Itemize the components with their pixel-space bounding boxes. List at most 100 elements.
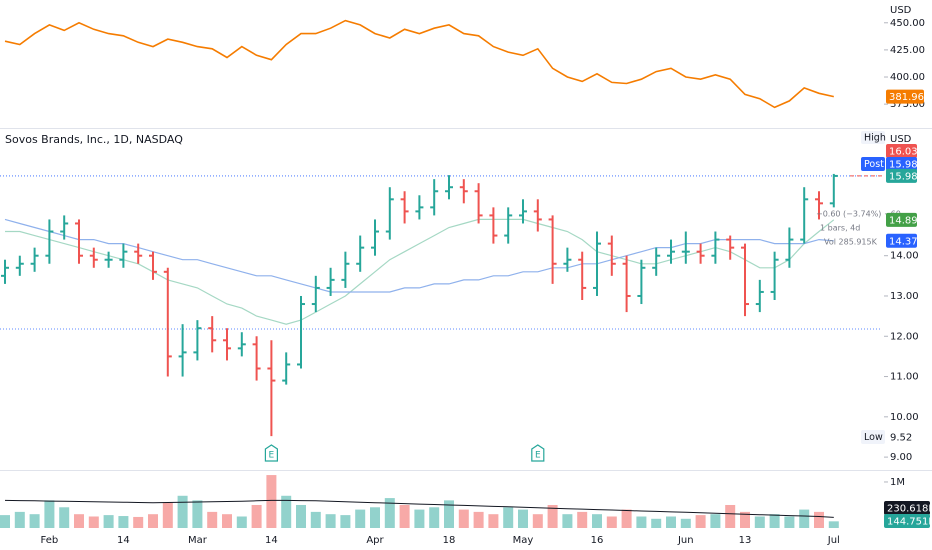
volume-bar [710,514,721,528]
low-label-box [861,430,885,444]
measure-text: 1 bars, 4d [820,224,860,233]
volume-bar [355,509,366,528]
volume-bar [606,516,617,528]
event-label: E [269,451,275,461]
volume-bar [666,516,676,528]
volume-bar [725,504,736,528]
volume-bar [14,511,25,528]
volume-bar [488,514,499,528]
x-tick-label: Jul [827,535,840,546]
post-price-box [886,157,917,171]
chart-legend: Sovos Brands, Inc., 1D, NASDAQ [5,133,183,146]
volume-bar [384,498,395,528]
last-value-label: 381.96 [889,92,924,103]
volume-bar [828,521,839,528]
volume-bar [207,511,218,528]
y-tick-label: 1M [890,477,905,488]
y-tick-label: 12.00 [890,331,919,342]
post-label-box [861,157,885,171]
volume-bar [325,514,336,528]
volume-bar [414,509,425,528]
event-marker [264,444,278,462]
volume-bar [562,514,573,528]
volume-ma-value: 230.618K [887,504,932,515]
volume-bar [266,475,277,528]
volume-bar [532,514,543,528]
y-tick-label: 400.00 [890,72,925,83]
volume-bar [222,514,232,528]
volume-bar [133,516,144,528]
volume-bar [429,507,440,528]
x-tick-label: 14 [265,535,278,546]
volume-bar [148,514,158,528]
x-tick-label: Mar [188,535,208,546]
volume-bar [621,509,632,528]
volume-bar [0,515,10,528]
volume-bar [177,495,188,528]
volume-bar [769,514,780,528]
post-label: Post [864,159,884,170]
x-tick-label: 13 [739,535,752,546]
high-label: High [864,133,886,144]
volume-bar [192,500,203,528]
x-tick-label: Apr [366,535,384,546]
volume-bar [44,500,55,528]
high-value-box [886,144,917,158]
volume-bar [296,504,306,528]
x-tick-label: 14 [117,535,130,546]
volume-bar [651,518,662,528]
last-price: 15.98 [889,171,918,182]
last-price-box [886,168,917,183]
moving-average [4,218,834,293]
volume-bar [370,507,380,528]
volume-bar [680,518,691,528]
volume-bar [444,500,454,528]
volume-bar [118,516,129,528]
ma-value-box [886,212,917,227]
y-tick-label: 425.00 [890,45,925,56]
high-value: 16.03 [889,147,918,158]
volume-bar [281,495,292,528]
volume-bar [310,511,321,528]
volume-bar [236,516,247,528]
ma-value-box [886,233,917,248]
volume-bar [399,504,410,528]
unit-label: USD [890,5,912,16]
volume-value-box [884,514,930,528]
volume-value: 144.751K [887,517,932,528]
measure-text: −0.60 (−3.74%) −60 [816,210,901,219]
unit-label: USD [890,134,912,145]
measure-text: Vol 285.915K [824,238,878,247]
volume-bar [473,511,484,528]
ma-value: 14.37 [889,236,918,247]
volume-bar [88,516,99,528]
volume-bar [29,514,40,528]
volume-bar [740,511,750,528]
post-price: 15.98 [889,160,918,171]
volume-bar [695,515,706,528]
volume-bar [799,509,810,528]
moving-average [5,218,835,325]
volume-ma [4,499,834,518]
x-tick-label: Feb [41,535,59,546]
x-tick-label: 18 [443,535,456,546]
volume-bar [162,502,173,528]
y-tick-label: 11.00 [890,372,919,383]
volume-bar [814,511,824,528]
volume-bar [503,507,514,528]
low-value: 9.52 [890,433,912,444]
x-tick-label: May [513,535,534,546]
high-label-box [861,131,885,144]
volume-bar [59,507,70,528]
volume-bar [754,516,765,528]
volume-bar [340,515,351,528]
y-tick-label: 375.00 [890,99,925,110]
y-tick-label: 10.00 [890,412,919,423]
volume-bar [518,509,528,528]
low-label: Low [864,432,883,443]
volume-ma-value-box [884,501,930,515]
last-value-label-box [886,89,924,104]
y-tick-label: 9.00 [890,452,912,463]
x-tick-label: Jun [677,535,694,546]
